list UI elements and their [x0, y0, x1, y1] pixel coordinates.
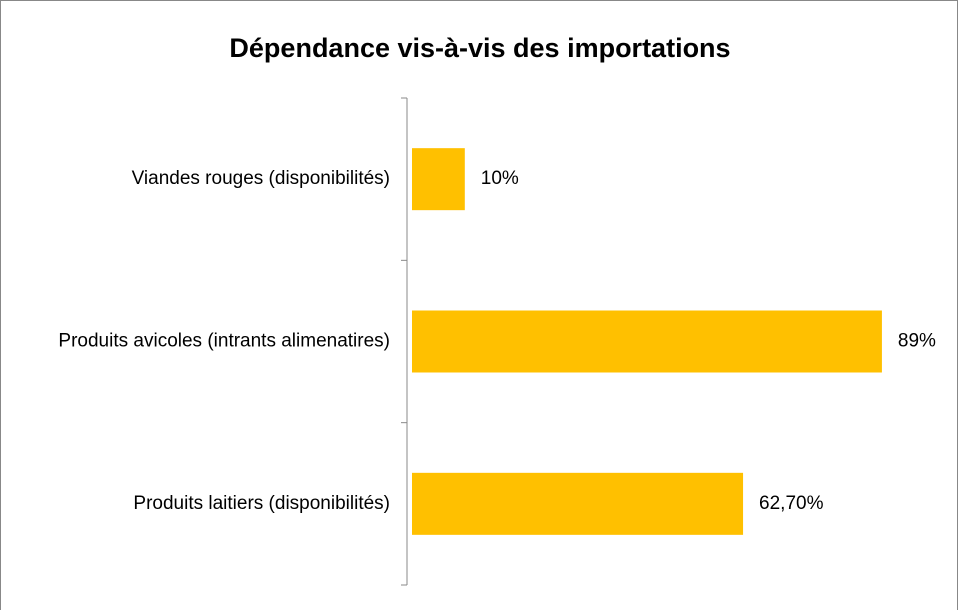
- data-label: 62,70%: [759, 493, 824, 514]
- chart-title: Dépendance vis-à-vis des importations: [229, 33, 730, 63]
- bar: [412, 472, 744, 535]
- data-label: 89%: [898, 331, 936, 352]
- bar: [412, 310, 882, 373]
- category-label: Produits avicoles (intrants alimenatires…: [58, 331, 390, 352]
- category-label: Viandes rouges (disponibilités): [132, 168, 390, 189]
- data-label: 10%: [481, 168, 519, 189]
- category-label: Produits laitiers (disponibilités): [133, 493, 390, 514]
- bar: [412, 148, 465, 211]
